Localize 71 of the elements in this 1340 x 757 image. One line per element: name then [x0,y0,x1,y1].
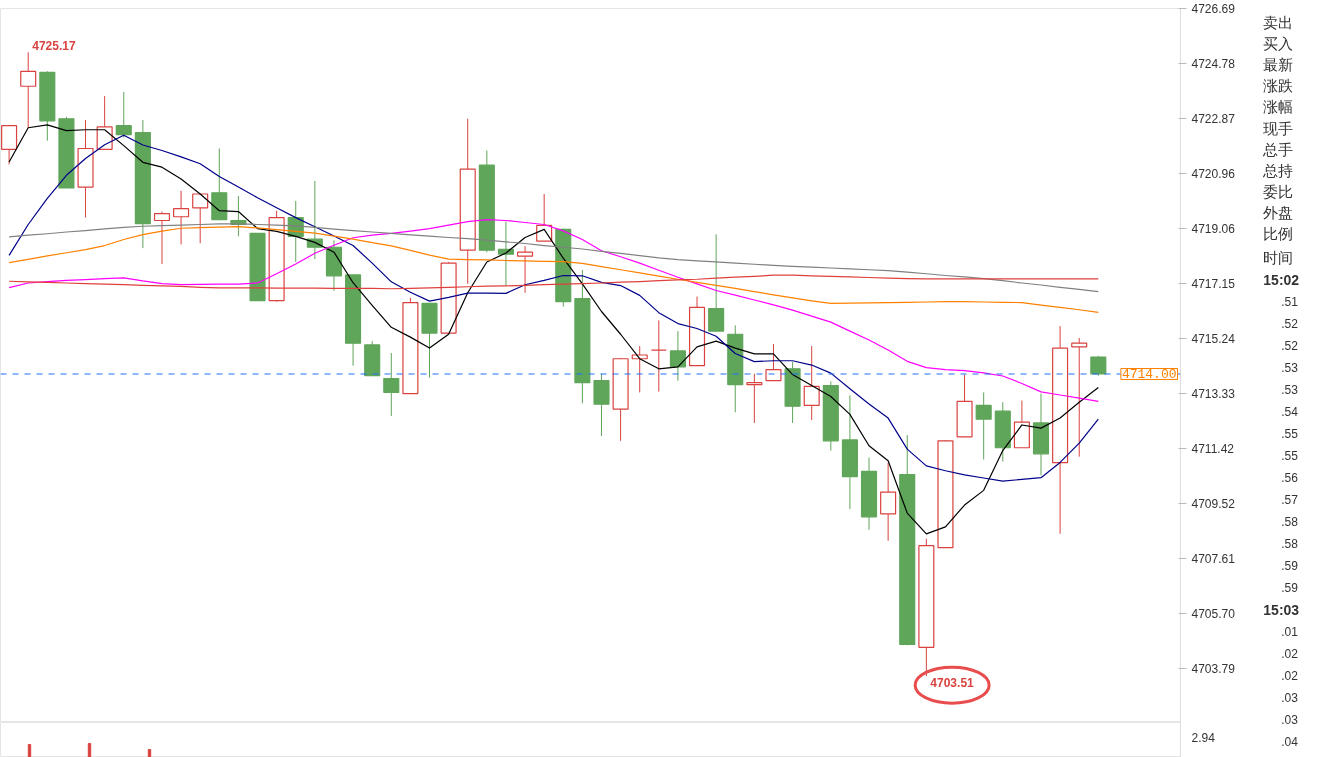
candlestick [765,343,782,382]
text: .55 [1281,449,1299,463]
candlestick [669,330,686,382]
line-series [8,124,1099,535]
text: 15:03 [1263,601,1300,618]
text: 总持 [1262,161,1294,179]
text: 卖出 [1263,14,1294,31]
ref-line-label: 4714.00 [1121,367,1177,383]
text: 委比 [1263,182,1294,200]
y-tick-label: 4711.42 [1191,441,1235,456]
text: .52 [1281,317,1299,331]
line-series [8,219,1099,402]
y-tick-label: 4713.33 [1191,386,1236,401]
text: .53 [1281,361,1299,375]
text: .52 [1281,339,1299,353]
y-tick-label: 4720.96 [1191,167,1236,182]
text: 涨跌 [1263,77,1294,95]
text: 15:02 [1263,271,1300,288]
text: .03 [1281,713,1299,727]
candlestick [593,373,610,437]
y-tick-label: 4724.78 [1191,57,1236,72]
y-tick-label: 4717.15 [1191,276,1236,291]
text: 时间 [1263,249,1294,266]
annotation: 4703.51 [930,676,975,691]
text: .54 [1281,405,1299,419]
candlestick [1,124,18,165]
text: .59 [1281,581,1299,595]
candlestick [975,391,992,461]
text: .55 [1281,427,1299,441]
text: .51 [1281,295,1299,309]
text: 比例 [1263,225,1294,242]
text: .04 [1281,735,1299,749]
text: .01 [1281,625,1299,639]
text: .02 [1281,669,1299,683]
y-tick-label: 4707.61 [1191,551,1236,566]
candlestick [383,352,400,417]
candlestick [192,193,209,244]
candlestick [173,190,190,245]
text: 涨幅 [1263,98,1294,116]
candlestick [115,91,132,139]
text: .58 [1281,515,1299,529]
candlestick [708,233,725,332]
text: .02 [1281,647,1299,661]
text: 2.94 [1191,731,1216,746]
text: .56 [1281,471,1299,485]
y-tick-label: 4709.52 [1191,496,1236,511]
y-tick-label: 4719.06 [1191,221,1236,236]
text: .53 [1281,383,1299,397]
text: 外盘 [1263,203,1294,221]
text: 买入 [1263,35,1294,53]
text: .58 [1281,537,1299,551]
candlestick [631,345,648,393]
annotation: 4725.17 [32,39,76,54]
text: .57 [1281,493,1299,507]
candlestick [1071,337,1088,458]
candlestick [746,373,763,424]
y-tick-label: 4726.69 [1191,2,1236,16]
y-tick-label: 4703.79 [1191,661,1236,676]
candlestick [153,211,171,265]
candlestick [803,345,820,421]
candlestick [880,462,897,542]
text: 总手 [1262,140,1294,158]
candlestick [20,51,37,129]
y-tick-label: 4705.70 [1191,606,1236,621]
y-tick-label: 4715.24 [1191,331,1236,346]
text: 最新 [1263,56,1294,74]
text: .03 [1281,691,1299,705]
text: .59 [1281,559,1299,573]
text: 现手 [1263,119,1294,137]
candlestick [650,319,667,393]
y-tick-label: 4722.87 [1191,112,1236,127]
